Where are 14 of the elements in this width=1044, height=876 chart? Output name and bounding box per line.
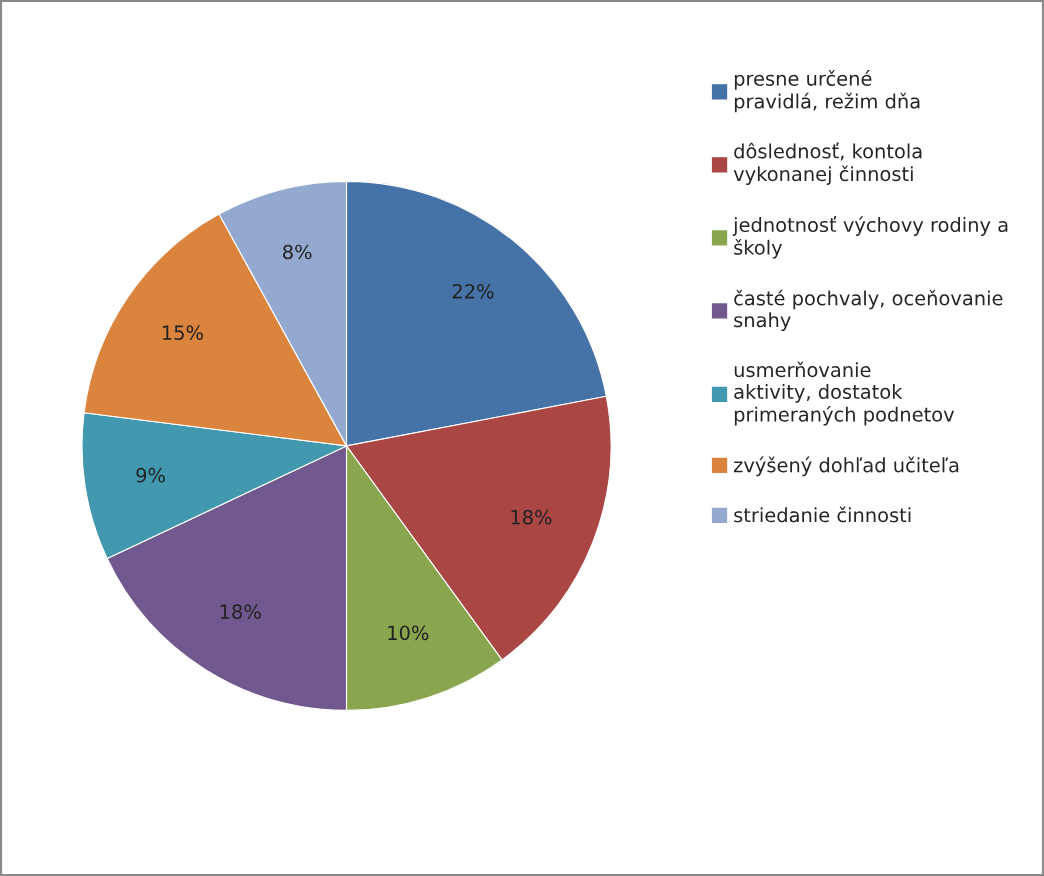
legend-label: časté pochvaly, oceňovanie snahy	[734, 289, 1003, 332]
legend-label: striedanie činnosti	[734, 506, 911, 523]
data-label: 10%	[388, 625, 429, 641]
data-label: 18%	[511, 509, 552, 525]
legend-label: usmerňovanie aktivity, dostatok primeraných podnetov	[734, 361, 955, 426]
legend-label: jednotnosť výchovy rodiny a školy	[732, 216, 1008, 259]
data-label: 9%	[136, 467, 165, 483]
legend-label: dôslednosť, kontola vykonanej činnosti	[733, 142, 922, 185]
legend-label: presne určené pravidlá, režim dňa	[734, 70, 920, 113]
legend-label: zvýšený dohľad učiteľa	[733, 456, 959, 477]
data-label: 18%	[220, 604, 261, 620]
data-label: 22%	[452, 283, 494, 299]
data-label: 8%	[283, 244, 312, 260]
data-label: 15%	[162, 325, 203, 341]
